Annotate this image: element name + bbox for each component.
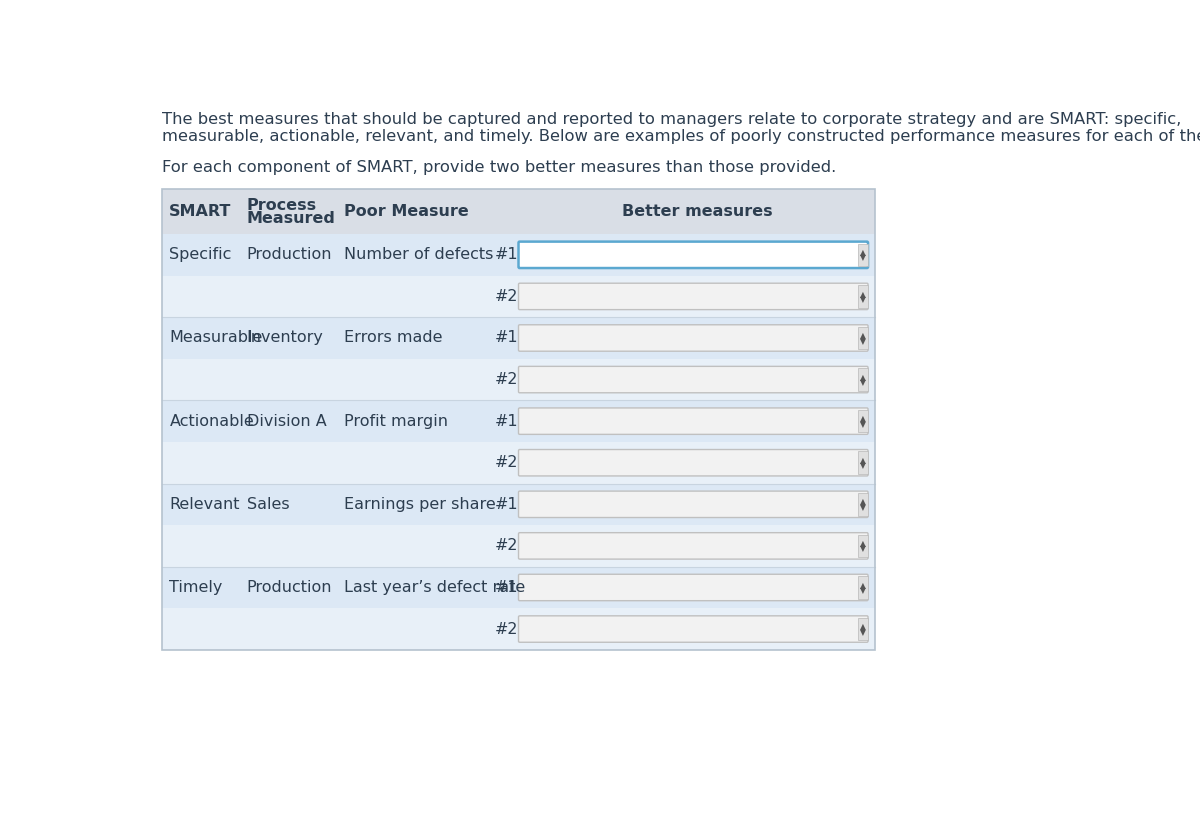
Bar (162, 190, 875, 234)
Text: Sales: Sales (247, 497, 289, 511)
Text: Poor Measure: Poor Measure (343, 204, 468, 219)
Text: ▼: ▼ (860, 295, 866, 304)
Text: ▲: ▲ (860, 498, 866, 507)
Bar (520, 493, 866, 516)
Bar (858, 617, 869, 640)
Text: Last year’s defect rate: Last year’s defect rate (343, 580, 526, 595)
Text: Measured: Measured (247, 211, 336, 226)
Text: #1: #1 (494, 414, 518, 429)
Bar (858, 369, 869, 391)
FancyBboxPatch shape (518, 241, 868, 268)
Text: Errors made: Errors made (343, 331, 443, 346)
Bar (520, 368, 866, 392)
Bar (520, 576, 866, 599)
Bar (162, 442, 875, 484)
Bar (162, 608, 875, 650)
Text: Better measures: Better measures (622, 204, 773, 219)
Text: ▼: ▼ (860, 378, 866, 388)
Bar (162, 317, 875, 359)
Text: ▼: ▼ (860, 420, 866, 429)
Text: Production: Production (247, 247, 332, 263)
Bar (858, 244, 869, 266)
FancyBboxPatch shape (518, 491, 868, 517)
Bar (520, 451, 866, 475)
FancyBboxPatch shape (518, 283, 868, 310)
Text: Actionable: Actionable (169, 414, 254, 429)
Text: #1: #1 (494, 580, 518, 595)
Text: ▲: ▲ (860, 331, 866, 340)
FancyBboxPatch shape (518, 325, 868, 351)
Text: ▲: ▲ (860, 373, 866, 382)
Bar (858, 327, 869, 349)
Bar (858, 452, 869, 474)
Bar (162, 566, 875, 608)
Bar (858, 410, 869, 433)
Text: #1: #1 (494, 331, 518, 346)
Bar (162, 190, 875, 650)
Text: ▼: ▼ (860, 254, 866, 263)
Text: #2: #2 (494, 372, 518, 387)
Bar (520, 534, 866, 558)
Text: #1: #1 (494, 497, 518, 511)
Bar (858, 534, 869, 557)
Text: Relevant: Relevant (169, 497, 240, 511)
Bar (162, 525, 875, 566)
Text: The best measures that should be captured and reported to managers relate to cor: The best measures that should be capture… (162, 112, 1181, 127)
Text: #2: #2 (494, 455, 518, 470)
Bar (162, 401, 875, 442)
Text: measurable, actionable, relevant, and timely. Below are examples of poorly const: measurable, actionable, relevant, and ti… (162, 130, 1200, 144)
Text: Number of defects: Number of defects (343, 247, 493, 263)
Bar (162, 276, 875, 317)
Bar (520, 617, 866, 641)
Text: #1: #1 (494, 247, 518, 263)
FancyBboxPatch shape (518, 450, 868, 476)
Text: SMART: SMART (169, 204, 232, 219)
Text: ▼: ▼ (860, 461, 866, 470)
Text: Specific: Specific (169, 247, 232, 263)
FancyBboxPatch shape (518, 408, 868, 434)
Bar (858, 493, 869, 516)
Text: #2: #2 (494, 621, 518, 636)
Text: ▲: ▲ (860, 622, 866, 631)
Bar (162, 484, 875, 525)
Text: #2: #2 (494, 289, 518, 304)
Bar (858, 285, 869, 308)
Text: ▲: ▲ (860, 248, 866, 257)
Bar (520, 284, 866, 309)
Text: ▼: ▼ (860, 586, 866, 595)
Text: Profit margin: Profit margin (343, 414, 448, 429)
Text: #2: #2 (494, 539, 518, 553)
Bar (162, 234, 875, 276)
Text: ▲: ▲ (860, 539, 866, 548)
Text: Production: Production (247, 580, 332, 595)
Text: Timely: Timely (169, 580, 223, 595)
Text: Division A: Division A (247, 414, 326, 429)
Text: Earnings per share: Earnings per share (343, 497, 496, 511)
Bar (520, 243, 866, 267)
Text: ▲: ▲ (860, 580, 866, 589)
Text: Inventory: Inventory (247, 331, 324, 346)
Text: Process: Process (247, 198, 317, 213)
Text: ▼: ▼ (860, 503, 866, 511)
Bar (520, 409, 866, 433)
FancyBboxPatch shape (518, 616, 868, 642)
FancyBboxPatch shape (518, 574, 868, 601)
FancyBboxPatch shape (518, 366, 868, 392)
Bar (858, 576, 869, 599)
FancyBboxPatch shape (518, 533, 868, 559)
Text: ▲: ▲ (860, 290, 866, 299)
Text: ▲: ▲ (860, 456, 866, 465)
Bar (520, 326, 866, 350)
Text: ▲: ▲ (860, 415, 866, 424)
Text: For each component of SMART, provide two better measures than those provided.: For each component of SMART, provide two… (162, 160, 836, 175)
Bar (162, 359, 875, 401)
Text: ▼: ▼ (860, 337, 866, 346)
Text: ▼: ▼ (860, 544, 866, 553)
Text: Measurable: Measurable (169, 331, 263, 346)
Text: ▼: ▼ (860, 627, 866, 636)
